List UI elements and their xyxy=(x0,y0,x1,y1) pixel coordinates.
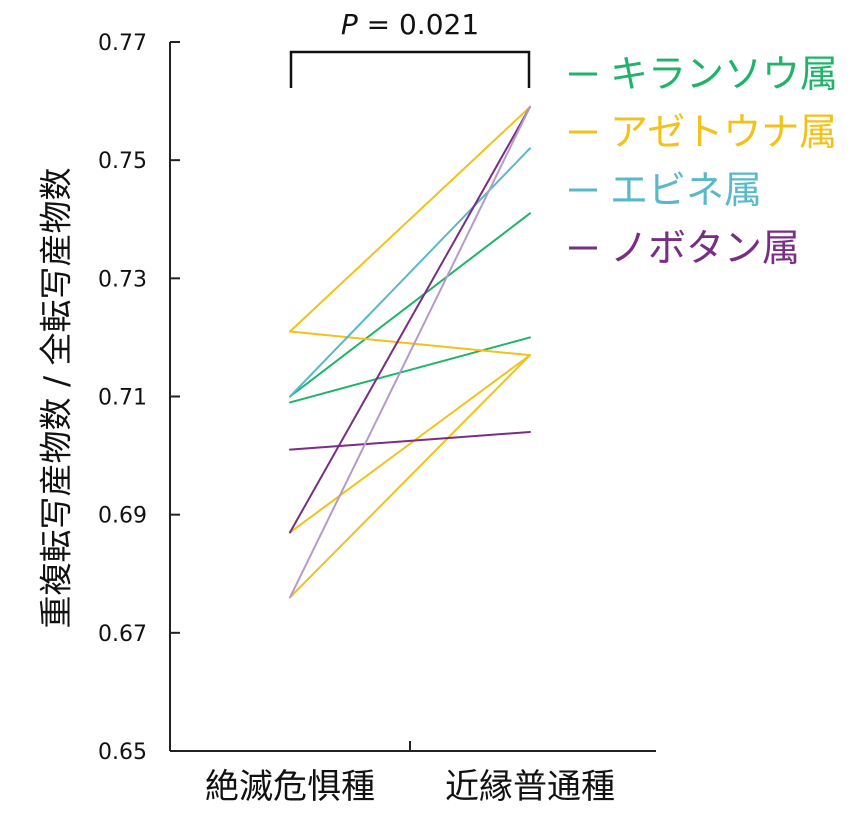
y-axis-title: 重複転写産物数 / 全転写産物数 xyxy=(37,167,76,628)
legend-label: エビネ属 xyxy=(610,168,762,212)
legend-item-1: アゼトウナ属 xyxy=(569,110,837,154)
legend-item-0: キランソウ属 xyxy=(569,52,838,96)
y-tick-label: 0.77 xyxy=(98,31,147,56)
legend-item-3: ノボタン属 xyxy=(569,226,800,270)
series-line-3 xyxy=(289,330,531,357)
p-value-label: P = 0.021 xyxy=(341,8,479,41)
legend-label: アゼトウナ属 xyxy=(610,110,837,154)
series-line-9 xyxy=(289,105,531,599)
category-label-common: 近縁普通種 xyxy=(445,767,615,807)
p-symbol: P xyxy=(341,8,358,41)
series-line-0 xyxy=(289,212,531,398)
y-tick-label: 0.73 xyxy=(98,267,147,292)
y-tick-label: 0.69 xyxy=(98,504,147,529)
legend-label: ノボタン属 xyxy=(610,226,800,270)
y-tick-label: 0.65 xyxy=(98,740,147,765)
legend-label: キランソウ属 xyxy=(610,52,838,96)
significance-bracket xyxy=(289,50,531,88)
series-line-2 xyxy=(289,105,531,333)
y-tick-label: 0.67 xyxy=(98,622,147,647)
series-line-8 xyxy=(289,105,531,534)
series-line-4 xyxy=(289,354,531,534)
p-value-text: = 0.021 xyxy=(358,8,479,41)
series-group xyxy=(289,105,531,599)
series-line-7 xyxy=(289,430,531,451)
series-line-5 xyxy=(289,354,531,599)
series-line-6 xyxy=(289,147,531,398)
y-tick-label: 0.71 xyxy=(98,386,147,411)
y-ticks: 0.65 0.67 0.69 0.71 0.73 0.75 0.77 xyxy=(98,31,180,765)
series-line-1 xyxy=(289,336,531,404)
y-tick-label: 0.75 xyxy=(98,149,147,174)
legend-item-2: エビネ属 xyxy=(569,168,762,212)
category-label-endangered: 絶滅危惧種 xyxy=(205,767,375,807)
